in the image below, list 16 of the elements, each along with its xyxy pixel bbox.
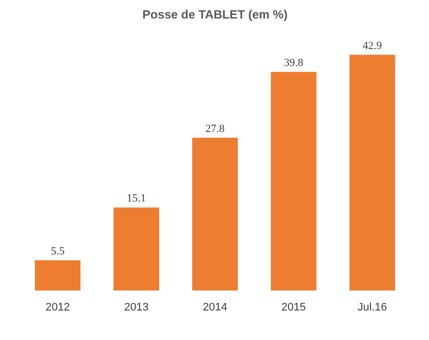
data-label: 15.1: [126, 192, 146, 205]
x-tick-label: 2013: [124, 302, 149, 314]
bar: [192, 138, 238, 290]
data-label: 39.8: [284, 56, 304, 69]
x-tick-label: 2012: [45, 302, 70, 314]
x-tick-label: Jul.16: [358, 302, 387, 314]
bar: [114, 208, 160, 290]
data-label: 5.5: [50, 245, 66, 258]
x-tick-label: 2015: [281, 302, 306, 314]
data-label: 27.8: [205, 122, 226, 135]
data-label: 42.9: [362, 40, 382, 52]
bar: [34, 260, 80, 290]
bar: [350, 54, 396, 290]
x-tick-label: 2014: [202, 302, 228, 314]
chart-title: Posse de TABLET (em %): [142, 8, 288, 22]
bar: [270, 72, 316, 290]
